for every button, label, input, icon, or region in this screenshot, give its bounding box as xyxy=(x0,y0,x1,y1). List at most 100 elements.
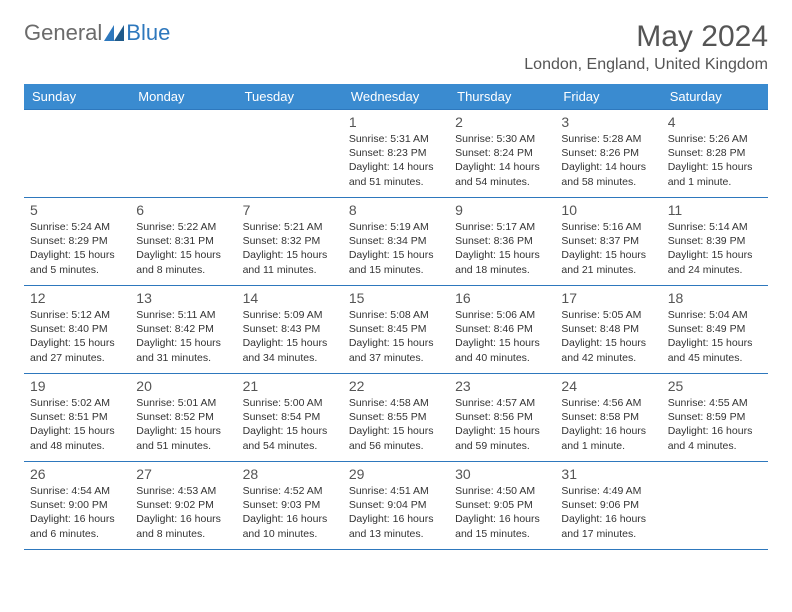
sunset-text: Sunset: 8:40 PM xyxy=(30,322,124,336)
day-info: Sunrise: 5:26 AMSunset: 8:28 PMDaylight:… xyxy=(668,132,762,189)
sunset-text: Sunset: 8:23 PM xyxy=(349,146,443,160)
sunrise-text: Sunrise: 5:06 AM xyxy=(455,308,549,322)
daylight-text: Daylight: 15 hours and 18 minutes. xyxy=(455,248,549,276)
sunset-text: Sunset: 8:45 PM xyxy=(349,322,443,336)
sunrise-text: Sunrise: 5:31 AM xyxy=(349,132,443,146)
daylight-text: Daylight: 15 hours and 15 minutes. xyxy=(349,248,443,276)
day-info: Sunrise: 4:55 AMSunset: 8:59 PMDaylight:… xyxy=(668,396,762,453)
calendar-day-cell: 23Sunrise: 4:57 AMSunset: 8:56 PMDayligh… xyxy=(449,374,555,462)
sunrise-text: Sunrise: 5:16 AM xyxy=(561,220,655,234)
sunrise-text: Sunrise: 4:53 AM xyxy=(136,484,230,498)
sunrise-text: Sunrise: 5:05 AM xyxy=(561,308,655,322)
day-number: 10 xyxy=(561,202,655,218)
day-number: 8 xyxy=(349,202,443,218)
day-header: Wednesday xyxy=(343,84,449,110)
logo-mark-icon xyxy=(104,25,124,41)
day-info: Sunrise: 5:16 AMSunset: 8:37 PMDaylight:… xyxy=(561,220,655,277)
daylight-text: Daylight: 15 hours and 34 minutes. xyxy=(243,336,337,364)
sunrise-text: Sunrise: 5:24 AM xyxy=(30,220,124,234)
sunrise-text: Sunrise: 4:58 AM xyxy=(349,396,443,410)
day-info: Sunrise: 5:12 AMSunset: 8:40 PMDaylight:… xyxy=(30,308,124,365)
calendar-day-cell: 28Sunrise: 4:52 AMSunset: 9:03 PMDayligh… xyxy=(237,462,343,550)
sunrise-text: Sunrise: 5:08 AM xyxy=(349,308,443,322)
sunrise-text: Sunrise: 4:50 AM xyxy=(455,484,549,498)
daylight-text: Daylight: 15 hours and 56 minutes. xyxy=(349,424,443,452)
day-number: 17 xyxy=(561,290,655,306)
daylight-text: Daylight: 15 hours and 21 minutes. xyxy=(561,248,655,276)
calendar-day-cell: 21 Sunrise: 5:00 AMSunset: 8:54 PMDayligh… xyxy=(237,374,343,462)
calendar-day-cell: 9Sunrise: 5:17 AMSunset: 8:36 PMDaylight… xyxy=(449,198,555,286)
calendar-day-cell: 24 Sunrise: 4:56 AMSunset: 8:58 PMDayligh… xyxy=(555,374,661,462)
day-number: 23 xyxy=(455,378,549,394)
day-info: Sunrise: 5:14 AMSunset: 8:39 PMDaylight:… xyxy=(668,220,762,277)
day-header: Sunday xyxy=(24,84,130,110)
sunset-text: Sunset: 8:28 PM xyxy=(668,146,762,160)
sunset-text: Sunset: 9:04 PM xyxy=(349,498,443,512)
daylight-text: Daylight: 15 hours and 24 minutes. xyxy=(668,248,762,276)
day-number: 15 xyxy=(349,290,443,306)
daylight-text: Daylight: 16 hours and 13 minutes. xyxy=(349,512,443,540)
day-number: 25 xyxy=(668,378,762,394)
sunset-text: Sunset: 8:34 PM xyxy=(349,234,443,248)
sunrise-text: Sunrise: 5:26 AM xyxy=(668,132,762,146)
logo-text-blue: Blue xyxy=(126,20,170,46)
sunrise-text: Sunrise: 5:01 AM xyxy=(136,396,230,410)
day-header: Monday xyxy=(130,84,236,110)
sunrise-text: Sunrise: 5:04 AM xyxy=(668,308,762,322)
sunset-text: Sunset: 8:55 PM xyxy=(349,410,443,424)
day-info: Sunrise: 4:53 AMSunset: 9:02 PMDaylight:… xyxy=(136,484,230,541)
day-number: 20 xyxy=(136,378,230,394)
day-number: 31 xyxy=(561,466,655,482)
day-number: 24 xyxy=(561,378,655,394)
calendar-day-cell: 2Sunrise: 5:30 AMSunset: 8:24 PMDaylight… xyxy=(449,110,555,198)
sunset-text: Sunset: 8:26 PM xyxy=(561,146,655,160)
calendar-week-row: 19 Sunrise: 5:02 AMSunset: 8:51 PM Dayligh… xyxy=(24,374,768,462)
sunrise-text: Sunrise: 5:02 AM xyxy=(30,396,124,410)
daylight-text: Daylight: 15 hours and 1 minute. xyxy=(668,160,762,188)
day-number: 19 xyxy=(30,378,124,394)
day-info: Sunrise: 5:19 AMSunset: 8:34 PMDaylight:… xyxy=(349,220,443,277)
calendar-day-cell: 25 Sunrise: 4:55 AMSunset: 8:59 PMDayligh… xyxy=(662,374,768,462)
day-info: Sunrise: 5:00 AMSunset: 8:54 PMDaylight:… xyxy=(243,396,337,453)
day-number: 5 xyxy=(30,202,124,218)
calendar-day-cell: 8 Sunrise: 5:19 AMSunset: 8:34 PMDaylight… xyxy=(343,198,449,286)
day-number: 30 xyxy=(455,466,549,482)
calendar-day-cell: 7Sunrise: 5:21 AMSunset: 8:32 PMDaylight… xyxy=(237,198,343,286)
sunrise-text: Sunrise: 4:55 AM xyxy=(668,396,762,410)
daylight-text: Daylight: 16 hours and 17 minutes. xyxy=(561,512,655,540)
calendar-day-cell: 22Sunrise: 4:58 AMSunset: 8:55 PMDayligh… xyxy=(343,374,449,462)
daylight-text: Daylight: 16 hours and 4 minutes. xyxy=(668,424,762,452)
daylight-text: Daylight: 16 hours and 1 minute. xyxy=(561,424,655,452)
sunset-text: Sunset: 8:43 PM xyxy=(243,322,337,336)
day-number: 21 xyxy=(243,378,337,394)
calendar-day-cell: 4Sunrise: 5:26 AMSunset: 8:28 PMDaylight… xyxy=(662,110,768,198)
calendar-day-cell: 29Sunrise: 4:51 AMSunset: 9:04 PMDayligh… xyxy=(343,462,449,550)
calendar-day-cell: 12Sunrise: 5:12 AMSunset: 8:40 PMDayligh… xyxy=(24,286,130,374)
calendar-day-cell: 5 Sunrise: 5:24 AMSunset: 8:29 PMDaylight… xyxy=(24,198,130,286)
sunrise-text: Sunrise: 5:12 AM xyxy=(30,308,124,322)
sunrise-text: Sunrise: 4:52 AM xyxy=(243,484,337,498)
day-number: 1 xyxy=(349,114,443,130)
day-info: Sunrise: 5:01 AMSunset: 8:52 PMDaylight:… xyxy=(136,396,230,453)
sunset-text: Sunset: 8:51 PM xyxy=(30,410,124,424)
day-info: Sunrise: 4:56 AMSunset: 8:58 PMDaylight:… xyxy=(561,396,655,453)
sunset-text: Sunset: 8:24 PM xyxy=(455,146,549,160)
day-info: Sunrise: 5:24 AMSunset: 8:29 PMDaylight:… xyxy=(30,220,124,277)
sunset-text: Sunset: 8:42 PM xyxy=(136,322,230,336)
day-header: Tuesday xyxy=(237,84,343,110)
calendar-day-cell: 1Sunrise: 5:31 AMSunset: 8:23 PMDaylight… xyxy=(343,110,449,198)
sunset-text: Sunset: 8:39 PM xyxy=(668,234,762,248)
sunset-text: Sunset: 8:32 PM xyxy=(243,234,337,248)
sunrise-text: Sunrise: 5:30 AM xyxy=(455,132,549,146)
sunrise-text: Sunrise: 5:21 AM xyxy=(243,220,337,234)
sunset-text: Sunset: 8:37 PM xyxy=(561,234,655,248)
sunrise-text: Sunrise: 5:14 AM xyxy=(668,220,762,234)
day-info: Sunrise: 5:09 AMSunset: 8:43 PMDaylight:… xyxy=(243,308,337,365)
logo: General Blue xyxy=(24,20,170,46)
day-info: Sunrise: 5:17 AMSunset: 8:36 PMDaylight:… xyxy=(455,220,549,277)
sunrise-text: Sunrise: 5:09 AM xyxy=(243,308,337,322)
sunrise-text: Sunrise: 5:22 AM xyxy=(136,220,230,234)
day-info: Sunrise: 5:21 AMSunset: 8:32 PMDaylight:… xyxy=(243,220,337,277)
sunset-text: Sunset: 8:46 PM xyxy=(455,322,549,336)
day-info: Sunrise: 5:06 AMSunset: 8:46 PMDaylight:… xyxy=(455,308,549,365)
